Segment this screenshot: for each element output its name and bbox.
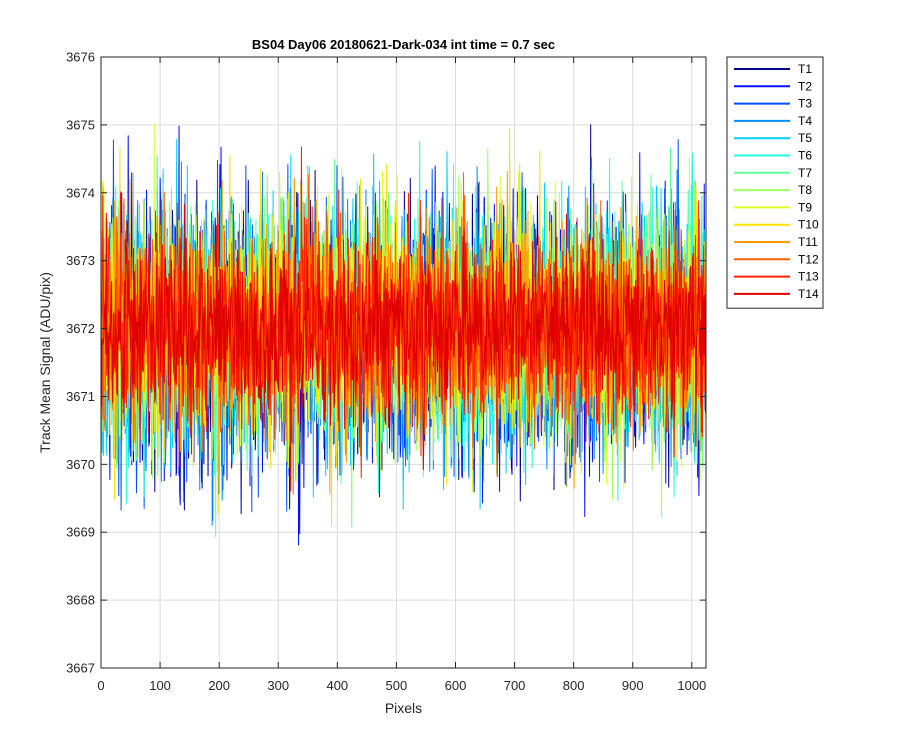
y-tick-label: 3671: [66, 389, 95, 404]
legend-label-t8: T8: [798, 183, 812, 197]
legend-label-t11: T11: [798, 235, 818, 249]
y-axis-label: Track Mean Signal (ADU/pix): [37, 272, 53, 453]
legend-label-t6: T6: [798, 149, 812, 163]
legend: T1 T2 T3 T4 T5 T6 T7 T8 T9 T10 T11 T12 T13 T14: [726, 56, 824, 309]
legend-label-t13: T13: [798, 270, 819, 284]
y-tick-label: 3676: [66, 50, 95, 65]
y-tick-label: 3672: [66, 321, 95, 336]
series-line-t14: [100, 192, 707, 492]
series-lines: [100, 123, 707, 546]
x-tick-label: 800: [563, 678, 585, 693]
axes-box: [100, 56, 707, 669]
x-tick-label: 200: [208, 678, 230, 693]
chart-title: BS04 Day06 20180621-Dark-034 int time = …: [252, 37, 555, 52]
legend-label-t5: T5: [798, 131, 812, 145]
x-tick-label: 900: [622, 678, 644, 693]
axis-ticks: 0 100 200 300 400 500 600 700 800 900 1000 3667 3668…: [66, 50, 706, 694]
y-tick-label: 3669: [66, 525, 95, 540]
legend-label-t4: T4: [798, 114, 812, 128]
x-tick-label: 300: [267, 678, 289, 693]
legend-label-t14: T14: [798, 287, 819, 301]
legend-box: [726, 56, 824, 309]
x-tick-label: 700: [504, 678, 526, 693]
y-tick-label: 3667: [66, 661, 95, 676]
legend-label-t2: T2: [798, 79, 812, 93]
x-tick-label: 0: [97, 678, 104, 693]
x-tick-label: 100: [149, 678, 171, 693]
legend-label-t9: T9: [798, 200, 812, 214]
x-tick-label: 1000: [677, 678, 706, 693]
y-tick-label: 3668: [66, 593, 95, 608]
x-axis-label: Pixels: [385, 700, 422, 716]
x-tick-label: 500: [386, 678, 408, 693]
y-tick-label: 3670: [66, 457, 95, 472]
y-tick-label: 3675: [66, 117, 95, 132]
x-tick-label: 400: [326, 678, 348, 693]
legend-label-t3: T3: [798, 97, 812, 111]
legend-label-t7: T7: [798, 166, 812, 180]
x-tick-label: 600: [445, 678, 467, 693]
legend-label-t1: T1: [798, 62, 812, 76]
legend-label-t10: T10: [798, 218, 819, 232]
legend-label-t12: T12: [798, 252, 819, 266]
y-tick-label: 3674: [66, 185, 95, 200]
y-tick-label: 3673: [66, 253, 95, 268]
